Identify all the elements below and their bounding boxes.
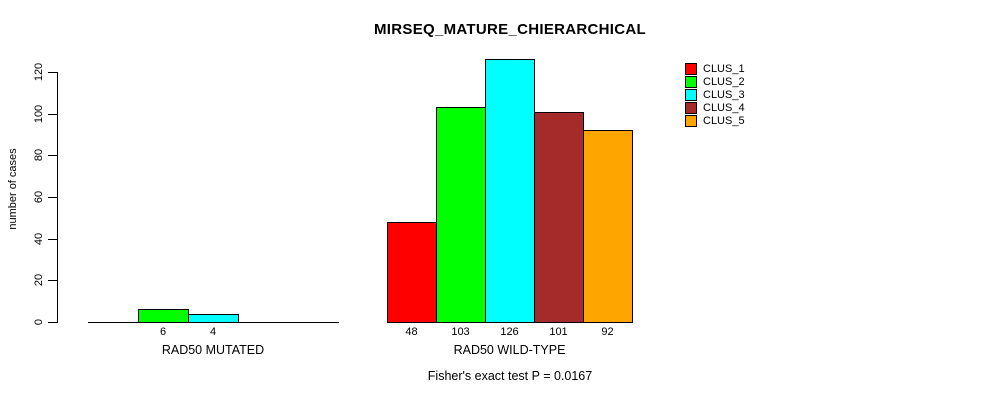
y-tick-label: 100 [33, 104, 45, 124]
x-group-label: RAD50 MUTATED [161, 343, 265, 357]
y-tick-label: 0 [33, 318, 45, 326]
bar-clus_2 [436, 107, 486, 323]
bar-value-label: 126 [500, 326, 519, 338]
bar-clus_1 [387, 222, 437, 323]
legend-label: CLUS_1 [703, 62, 745, 75]
chart-title: MIRSEQ_MATURE_CHIERARCHICAL [374, 21, 646, 38]
legend-label: CLUS_5 [703, 114, 745, 127]
legend-swatch-icon [685, 75, 697, 88]
bar-value-label: 103 [451, 326, 470, 338]
y-tick-label: 20 [33, 273, 45, 287]
bar-value-label: 4 [209, 326, 217, 338]
legend-item-clus_3: CLUS_3 [685, 88, 745, 101]
bar-value-label: 48 [405, 326, 418, 338]
bar-clus_4 [534, 112, 584, 323]
bar-value-label: 6 [159, 326, 167, 338]
y-tick [48, 280, 58, 281]
y-tick [48, 155, 58, 156]
legend-label: CLUS_3 [703, 88, 745, 101]
bar-clus_5 [583, 130, 633, 323]
y-axis-label: number of cases [7, 148, 19, 230]
bar-clus_2 [138, 309, 189, 323]
fisher-test-note: Fisher's exact test P = 0.0167 [427, 369, 593, 383]
y-tick [48, 239, 58, 240]
y-tick-label: 60 [33, 190, 45, 204]
legend-item-clus_4: CLUS_4 [685, 101, 745, 114]
x-group-label: RAD50 WILD-TYPE [453, 343, 566, 357]
legend-item-clus_1: CLUS_1 [685, 62, 745, 75]
legend-swatch-icon [685, 62, 697, 75]
bar-value-label: 101 [549, 326, 568, 338]
legend-swatch-icon [685, 88, 697, 101]
legend-swatch-icon [685, 101, 697, 114]
y-tick-label: 80 [33, 148, 45, 162]
legend-label: CLUS_2 [703, 75, 745, 88]
y-tick-label: 120 [33, 62, 45, 82]
y-tick-label: 40 [33, 232, 45, 246]
y-tick [48, 197, 58, 198]
bar-clus_3 [188, 314, 239, 323]
legend-item-clus_2: CLUS_2 [685, 75, 745, 88]
y-tick [48, 114, 58, 115]
bar-value-label: 92 [601, 326, 614, 338]
bar-clus_3 [485, 59, 535, 323]
legend-item-clus_5: CLUS_5 [685, 114, 745, 127]
legend-swatch-icon [685, 114, 697, 127]
y-tick [48, 72, 58, 73]
y-tick [48, 322, 58, 323]
legend-label: CLUS_4 [703, 101, 745, 114]
